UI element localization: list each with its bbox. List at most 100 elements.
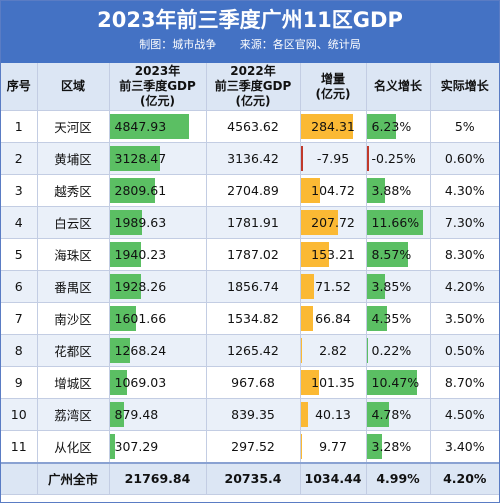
table-row: 11 从化区 307.29 297.52 9.77 3.28% 3.40%	[1, 430, 499, 463]
nominal-growth-cell-bar	[366, 114, 397, 139]
nominal-growth-cell: 3.88%	[365, 174, 430, 207]
district-name: 增城区	[36, 366, 109, 399]
nominal-growth-cell-value: 0.22%	[371, 343, 412, 358]
table-row: 5 海珠区 1940.23 1787.02 153.21 8.57% 8.30%	[1, 238, 499, 271]
table-row: 10 荔湾区 879.48 839.35 40.13 4.78% 4.50%	[1, 398, 499, 431]
table-row: 4 白云区 1989.63 1781.91 207.72 11.66% 7.30%	[1, 206, 499, 239]
row-number: 4	[1, 206, 37, 239]
real-growth-cell: 5%	[429, 110, 499, 143]
district-name: 海珠区	[36, 238, 109, 271]
nominal-growth-cell: 4.35%	[365, 302, 430, 335]
table-row: 6 番禺区 1928.26 1856.74 71.52 3.85% 4.20%	[1, 270, 499, 303]
increase-cell-bar	[300, 114, 353, 139]
row-number: 5	[1, 238, 37, 271]
gdp-2023-cell-bar	[109, 402, 124, 427]
increase-cell-value: 40.13	[315, 407, 351, 422]
gdp-2023-cell: 2809.61	[108, 174, 206, 207]
nominal-growth-cell-bar	[366, 274, 385, 299]
row-number: 11	[1, 430, 37, 463]
gdp-2023-cell-value: 1928.26	[114, 279, 167, 294]
real-growth-cell: 8.30%	[429, 238, 499, 271]
row-number: 10	[1, 398, 37, 431]
real-growth-cell: 3.40%	[429, 430, 499, 463]
gdp-2022-cell: 839.35	[205, 398, 300, 431]
nominal-growth-cell-value: 3.28%	[371, 438, 412, 454]
increase-cell-value: 66.84	[315, 311, 351, 326]
gdp-2022-cell: 1787.02	[205, 238, 300, 271]
increase-cell: 284.31	[299, 110, 366, 143]
column-header-6: 实际增长	[429, 63, 499, 111]
real-growth-cell: 0.60%	[429, 142, 499, 175]
district-name: 白云区	[36, 206, 109, 239]
increase-cell-value: 9.77	[319, 438, 347, 454]
column-header-row: 序号 区域 2023年 前三季度GDP (亿元) 2022年 前三季度GDP (亿元) 增量 (亿…	[1, 63, 499, 111]
nominal-growth-cell-bar	[366, 210, 423, 235]
gdp-table: 序号 区域 2023年 前三季度GDP (亿元) 2022年 前三季度GDP (亿元) 增量 (亿…	[1, 63, 499, 495]
real-growth-cell: 3.50%	[429, 302, 499, 335]
district-name: 荔湾区	[36, 398, 109, 431]
gdp-2022-cell: 1534.82	[205, 302, 300, 335]
gdp-2023-cell-value: 879.48	[114, 407, 159, 422]
table-row: 3 越秀区 2809.61 2704.89 104.72 3.88% 4.30%	[1, 174, 499, 207]
gdp-2023-cell-bar	[109, 242, 142, 267]
increase-cell-value: 207.72	[311, 215, 355, 230]
total-row-number	[1, 461, 37, 495]
total-gdp-2023: 21769.84	[108, 461, 206, 495]
increase-cell: 9.77	[299, 430, 366, 463]
nominal-growth-cell-value: 11.66%	[371, 215, 420, 230]
column-header-1: 区域	[36, 63, 109, 111]
page-title: 2023年前三季度广州11区GDP	[97, 8, 403, 32]
gdp-2022-cell: 2704.89	[205, 174, 300, 207]
increase-cell: 2.82	[299, 334, 366, 367]
table-row: 9 增城区 1069.03 967.68 101.35 10.47% 8.70%	[1, 366, 499, 399]
gdp-2023-cell: 1601.66	[108, 302, 206, 335]
nominal-growth-cell-bar	[366, 402, 390, 427]
gdp-2023-cell-value: 1268.24	[114, 343, 167, 358]
row-number: 9	[1, 366, 37, 399]
nominal-growth-cell-value: 3.88%	[371, 183, 412, 198]
nominal-growth-cell: -0.25%	[365, 142, 430, 175]
gdp-2022-cell: 1781.91	[205, 206, 300, 239]
gdp-2023-cell-value: 3128.47	[114, 151, 167, 166]
nominal-growth-cell: 6.23%	[365, 110, 430, 143]
subtitle: 制图：城市战争 来源：各区官网、统计局	[1, 37, 499, 53]
gdp-2023-cell-bar	[109, 274, 141, 299]
gdp-2022-cell: 967.68	[205, 366, 300, 399]
total-nominal-growth: 4.99%	[365, 461, 430, 495]
source-text: 来源：各区官网、统计局	[239, 38, 361, 51]
gdp-2023-cell: 1268.24	[108, 334, 206, 367]
gdp-2023-cell-bar	[109, 434, 115, 459]
nominal-growth-cell-value: 4.35%	[371, 311, 412, 326]
gdp-2023-cell: 1940.23	[108, 238, 206, 271]
table-row: 7 南沙区 1601.66 1534.82 66.84 4.35% 3.50%	[1, 302, 499, 335]
gdp-2023-cell-bar	[109, 306, 136, 331]
gdp-2023-cell: 3128.47	[108, 142, 206, 175]
increase-cell-value: 2.82	[319, 343, 347, 358]
increase-cell: 40.13	[299, 398, 366, 431]
gdp-2023-cell-bar	[109, 338, 131, 363]
increase-cell-bar	[300, 242, 329, 267]
increase-cell-bar	[300, 306, 313, 331]
gdp-2023-cell-bar	[109, 114, 189, 139]
nominal-growth-cell-value: 4.78%	[371, 407, 412, 422]
increase-cell-value: 104.72	[311, 183, 355, 198]
increase-cell-value: -7.95	[316, 151, 350, 166]
increase-cell: 104.72	[299, 174, 366, 207]
increase-cell-bar	[300, 434, 303, 459]
district-name: 越秀区	[36, 174, 109, 207]
gdp-2023-cell: 1928.26	[108, 270, 206, 303]
real-growth-cell: 4.20%	[429, 270, 499, 303]
total-increase: 1034.44	[299, 461, 366, 495]
gdp-2023-cell-bar	[109, 210, 142, 235]
gdp-2023-cell-value: 1601.66	[114, 311, 167, 326]
nominal-growth-cell-value: 6.23%	[371, 119, 412, 134]
gdp-2023-cell-value: 307.29	[114, 438, 159, 454]
nominal-growth-cell-value: -0.25%	[371, 151, 416, 166]
increase-cell-bar	[300, 146, 303, 171]
district-name: 番禺区	[36, 270, 109, 303]
nominal-growth-cell: 8.57%	[365, 238, 430, 271]
gdp-2022-cell: 4563.62	[205, 110, 300, 143]
nominal-growth-cell-value: 10.47%	[371, 375, 420, 390]
gdp-2022-cell: 297.52	[205, 430, 300, 463]
